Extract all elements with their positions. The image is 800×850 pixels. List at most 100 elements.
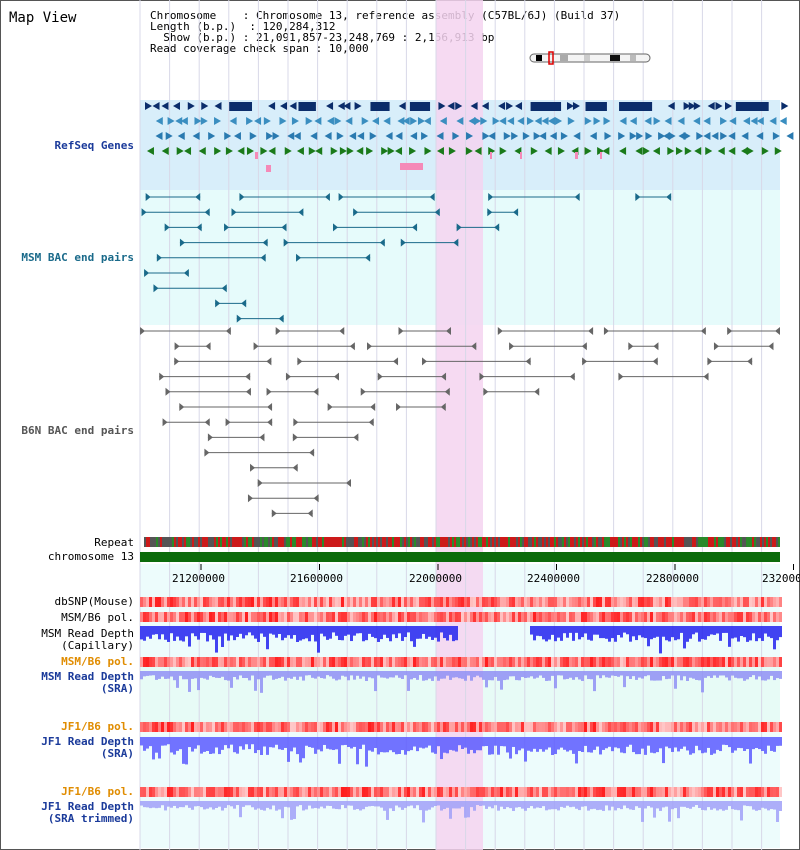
gene-arrow: [254, 117, 262, 125]
repeat-bin: [512, 537, 514, 547]
msm-b6-pol-bin: [227, 612, 230, 622]
msm-depth-capillary-bin: [755, 626, 758, 642]
msm-b6-pol-sra-bin: [401, 657, 404, 667]
msm-depth-capillary-bin: [731, 626, 734, 639]
dbsnp-bin: [776, 597, 779, 607]
dbsnp-bin: [749, 597, 752, 607]
jf1-depth-trimmed-bin: [308, 801, 311, 806]
msm-b6-pol-sra-bin: [713, 657, 716, 667]
msm-depth-sra-bin: [386, 671, 389, 679]
msm-b6-pol-bin: [722, 612, 725, 622]
jf1-depth-trimmed-bin: [584, 801, 587, 807]
jf1-b6-pol-trimmed-bin: [473, 787, 476, 797]
dbsnp-bin: [212, 597, 215, 607]
msm-depth-sra-bin: [398, 671, 401, 678]
jf1-depth-sra-bin: [680, 737, 683, 749]
msm-bac-end: [196, 223, 202, 232]
repeat-bin: [626, 537, 628, 547]
jf1-depth-trimmed-bin: [740, 801, 743, 821]
msm-b6-pol-sra-bin: [584, 657, 587, 667]
repeat-bin: [582, 537, 584, 547]
b6n-bac-end: [768, 342, 774, 351]
repeat-bin: [326, 537, 328, 547]
jf1-depth-trimmed-bin: [425, 801, 428, 811]
msm-b6-pol-bin: [146, 612, 149, 622]
msm-b6-pol-sra-bin: [314, 657, 317, 667]
repeat-bin: [638, 537, 640, 547]
jf1-depth-trimmed-bin: [506, 801, 509, 808]
jf1-b6-pol-trimmed-bin: [278, 787, 281, 797]
dbsnp-bin: [671, 597, 674, 607]
jf1-depth-sra-bin: [650, 737, 653, 753]
msm-depth-sra-bin: [686, 671, 689, 681]
jf1-b6-pol-trimmed-bin: [779, 787, 782, 797]
msm-depth-sra-bin: [557, 671, 560, 676]
jf1-depth-sra-bin: [416, 737, 419, 752]
msm-b6-pol-bin: [737, 612, 740, 622]
jf1-b6-pol-bin: [554, 722, 557, 732]
msm-depth-sra-bin: [419, 671, 422, 676]
msm-b6-pol-bin: [425, 612, 428, 622]
jf1-b6-pol-bin: [569, 722, 572, 732]
gene-arrow: [743, 117, 751, 125]
jf1-depth-sra-bin: [560, 737, 563, 748]
msm-b6-pol-sra-bin: [671, 657, 674, 667]
msm-b6-pol-bin: [443, 612, 446, 622]
gene-arrow: [481, 102, 489, 110]
jf1-b6-pol-bin: [266, 722, 269, 732]
jf1-b6-pol-trimmed-bin: [665, 787, 668, 797]
dbsnp-bin: [575, 597, 578, 607]
jf1-b6-pol-trimmed-bin: [374, 787, 377, 797]
jf1-depth-sra-bin: [392, 737, 395, 753]
msm-depth-sra-bin: [320, 671, 323, 679]
dbsnp-bin: [587, 597, 590, 607]
repeat-bin: [188, 537, 190, 547]
msm-depth-sra-bin: [680, 671, 683, 681]
b6n-bac-end: [444, 387, 450, 396]
jf1-depth-trimmed-bin: [218, 801, 221, 807]
msm-depth-sra-bin: [197, 671, 200, 691]
repeat-bin: [162, 537, 164, 547]
msm-depth-capillary-bin: [281, 626, 284, 641]
msm-b6-pol-sra-bin: [686, 657, 689, 667]
dbsnp-bin: [755, 597, 758, 607]
msm-b6-pol-bin: [518, 612, 521, 622]
msm-depth-sra-bin: [242, 671, 245, 679]
msm-depth-sra-bin: [707, 671, 710, 677]
jf1-b6-pol-trimmed-bin: [356, 787, 359, 797]
msm-depth-sra-bin: [467, 671, 470, 676]
jf1-b6-pol-bin: [665, 722, 668, 732]
b6n-bac-end: [313, 494, 319, 503]
jf1-depth-trimmed-bin: [638, 801, 641, 808]
jf1-b6-pol-trimmed-bin: [527, 787, 530, 797]
jf1-b6-pol-trimmed-bin: [578, 787, 581, 797]
msm-depth-sra-bin: [716, 671, 719, 678]
jf1-b6-pol-trimmed-bin: [302, 787, 305, 797]
msm-depth-capillary-bin: [674, 626, 677, 641]
gene-arrow: [720, 132, 728, 140]
jf1-depth-trimmed-bin: [287, 801, 290, 808]
gene-arrow: [308, 147, 316, 155]
msm-depth-sra-bin: [365, 671, 368, 681]
jf1-depth-sra-bin: [488, 737, 491, 755]
dbsnp-bin: [455, 597, 458, 607]
chromosome-label: chromosome 13: [47, 550, 134, 563]
gene-arrow: [675, 147, 683, 155]
msm-b6-pol-sra-bin: [443, 657, 446, 667]
jf1-b6-pol-trimmed-bin: [653, 787, 656, 797]
repeat-bin: [406, 537, 408, 547]
dbsnp-bin: [200, 597, 203, 607]
msm-depth-sra-bin: [410, 671, 413, 680]
repeat-bin: [506, 537, 508, 547]
dbsnp-bin: [623, 597, 626, 607]
repeat-bin: [586, 537, 588, 547]
msm-bac-end: [666, 193, 672, 201]
repeat-bin: [572, 537, 574, 547]
jf1-depth-sra-bin: [314, 737, 317, 754]
jf1-depth-trimmed-bin: [194, 801, 197, 807]
repeat-bin: [480, 537, 482, 547]
jf1-b6-pol-bin: [701, 722, 704, 732]
jf1-depth-trimmed-bin: [257, 801, 260, 809]
jf1-depth-sra-bin: [242, 737, 245, 750]
